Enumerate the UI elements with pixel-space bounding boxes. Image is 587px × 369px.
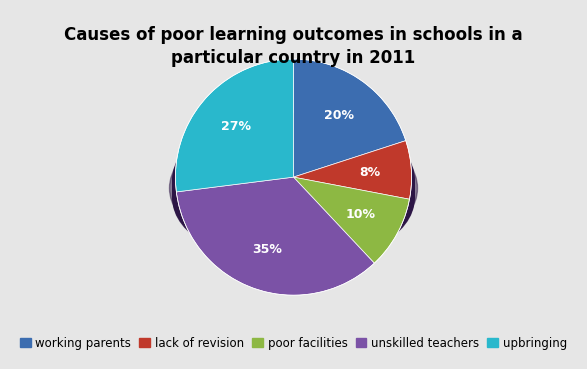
Ellipse shape [173,117,414,247]
Ellipse shape [173,132,414,262]
Ellipse shape [170,120,417,257]
Ellipse shape [173,130,414,259]
Text: 10%: 10% [346,208,376,221]
Ellipse shape [173,115,414,245]
Ellipse shape [173,120,414,249]
Ellipse shape [173,127,414,257]
Ellipse shape [173,122,414,252]
Ellipse shape [173,131,414,261]
Text: Causes of poor learning outcomes in schools in a
particular country in 2011: Causes of poor learning outcomes in scho… [64,26,523,68]
Ellipse shape [173,128,414,258]
Polygon shape [294,177,410,263]
Ellipse shape [173,126,414,256]
Text: 8%: 8% [360,166,380,179]
Ellipse shape [173,123,414,253]
Legend: working parents, lack of revision, poor facilities, unskilled teachers, upbringi: working parents, lack of revision, poor … [15,332,572,354]
Ellipse shape [173,124,414,254]
Polygon shape [294,141,411,199]
Polygon shape [176,177,375,295]
Ellipse shape [173,116,414,246]
Ellipse shape [173,121,414,251]
Polygon shape [294,59,406,177]
Text: 20%: 20% [323,108,353,121]
Ellipse shape [173,134,414,264]
Ellipse shape [173,118,414,248]
Polygon shape [176,59,294,192]
Text: 35%: 35% [252,243,282,256]
Text: 27%: 27% [221,120,251,133]
Ellipse shape [173,113,414,243]
Ellipse shape [173,133,414,263]
